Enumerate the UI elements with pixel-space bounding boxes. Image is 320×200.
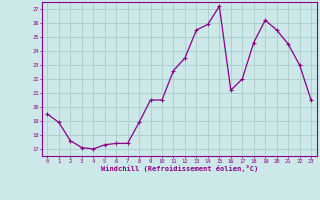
X-axis label: Windchill (Refroidissement éolien,°C): Windchill (Refroidissement éolien,°C) bbox=[100, 165, 258, 172]
